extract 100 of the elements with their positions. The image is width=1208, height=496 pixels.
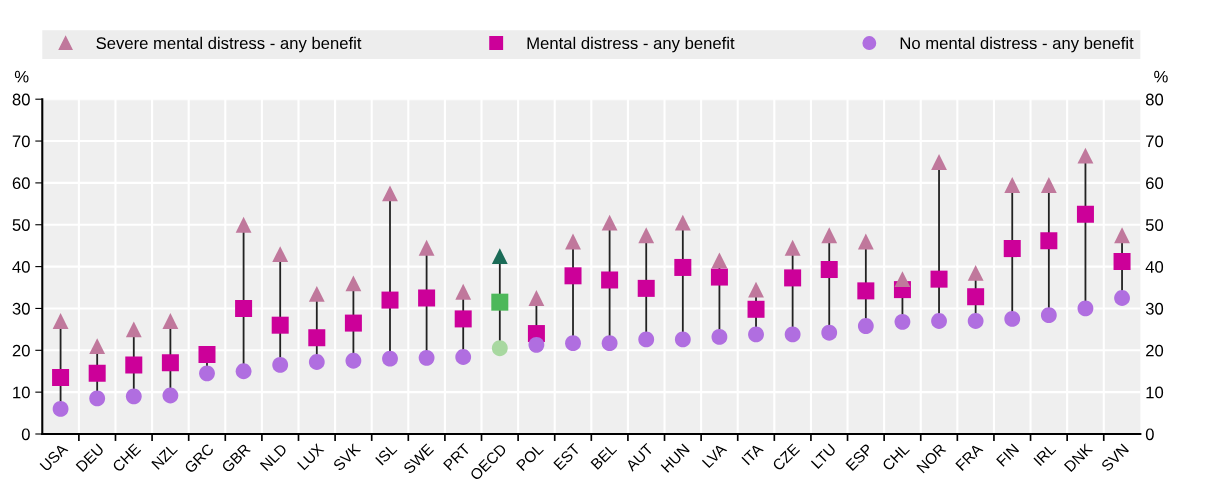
y2-tick-label: 10	[1146, 386, 1164, 399]
point	[674, 331, 691, 348]
y-tick-label: 20	[12, 344, 30, 357]
point	[455, 349, 472, 365]
point	[345, 275, 362, 292]
point	[1040, 232, 1058, 250]
point	[747, 300, 765, 318]
point	[564, 267, 582, 285]
x-tick-label: ISL	[375, 442, 398, 466]
point	[455, 283, 472, 300]
point	[418, 289, 436, 307]
point	[711, 252, 728, 269]
point	[125, 388, 142, 405]
point	[272, 357, 289, 373]
legend-label: Severe mental distress - any benefit	[96, 36, 362, 53]
x-tick-label: POL	[515, 442, 544, 471]
point	[1077, 300, 1094, 317]
point	[418, 349, 435, 366]
x-tick-label: FIN	[996, 443, 1020, 467]
y2-tick-label: 20	[1146, 344, 1164, 357]
point	[931, 154, 947, 170]
y2-tick-label: 70	[1146, 135, 1164, 148]
x-tick-label: IRL	[1033, 443, 1057, 466]
point	[1077, 147, 1094, 164]
point	[821, 324, 838, 341]
point	[162, 387, 179, 404]
y-tick-label: 40	[12, 261, 30, 273]
point	[638, 227, 655, 244]
point	[198, 345, 216, 363]
point	[308, 285, 325, 302]
point	[784, 326, 801, 343]
y2-tick-label: 40	[1145, 261, 1164, 273]
point	[235, 299, 253, 317]
point	[271, 316, 289, 334]
y-tick-label: 30	[12, 302, 30, 315]
point	[491, 248, 508, 265]
point	[88, 364, 106, 382]
point	[418, 239, 435, 256]
legend-label: No mental distress - any benefit	[900, 36, 1134, 53]
x-tick-label: CHL	[881, 442, 911, 472]
point	[1004, 177, 1021, 193]
y2-tick-label: 50	[1145, 219, 1164, 231]
point	[235, 216, 252, 233]
point	[638, 331, 655, 348]
point	[89, 338, 106, 355]
y-axis-title: %	[14, 70, 29, 83]
point	[857, 282, 875, 300]
point	[272, 246, 289, 262]
point	[601, 335, 618, 352]
x-tick-label: FRA	[955, 442, 984, 471]
point	[784, 269, 802, 287]
x-tick-label: ITA	[741, 442, 764, 466]
point	[1076, 205, 1094, 223]
point	[382, 350, 398, 367]
y-tick-label: 60	[12, 177, 30, 190]
point	[930, 270, 948, 288]
point	[199, 365, 215, 382]
point	[967, 288, 985, 306]
point	[748, 326, 764, 343]
point	[491, 340, 508, 357]
point	[162, 313, 179, 329]
point	[1004, 310, 1021, 327]
point	[528, 336, 545, 353]
point	[125, 321, 142, 338]
point	[308, 354, 325, 370]
x-tick-label: LVA	[701, 442, 728, 469]
point	[748, 281, 764, 298]
point	[857, 233, 874, 250]
point	[967, 313, 984, 329]
point	[601, 271, 619, 289]
point	[344, 314, 362, 332]
point	[454, 310, 472, 328]
point	[784, 239, 801, 256]
point	[345, 352, 362, 369]
point	[52, 369, 70, 387]
point	[528, 290, 545, 306]
point	[382, 185, 398, 202]
y2-tick-label: 0	[1145, 428, 1154, 441]
point	[821, 227, 838, 244]
point	[381, 291, 399, 309]
y2-tick-label: 30	[1145, 302, 1164, 315]
point	[637, 279, 655, 297]
point	[1114, 290, 1130, 306]
point	[1040, 307, 1057, 324]
y2-tick-label: 80	[1145, 93, 1164, 106]
y-tick-label: 80	[12, 93, 30, 106]
point	[820, 261, 838, 279]
point	[161, 354, 179, 372]
point	[89, 390, 106, 407]
legend-label: Mental distress - any benefit	[527, 36, 735, 53]
point	[931, 313, 947, 329]
point	[308, 329, 326, 347]
point	[601, 214, 618, 231]
point	[710, 268, 728, 286]
point	[1114, 227, 1130, 244]
point	[711, 328, 728, 345]
point	[52, 313, 69, 329]
point	[491, 293, 509, 311]
point	[1113, 253, 1131, 271]
point	[967, 264, 984, 281]
